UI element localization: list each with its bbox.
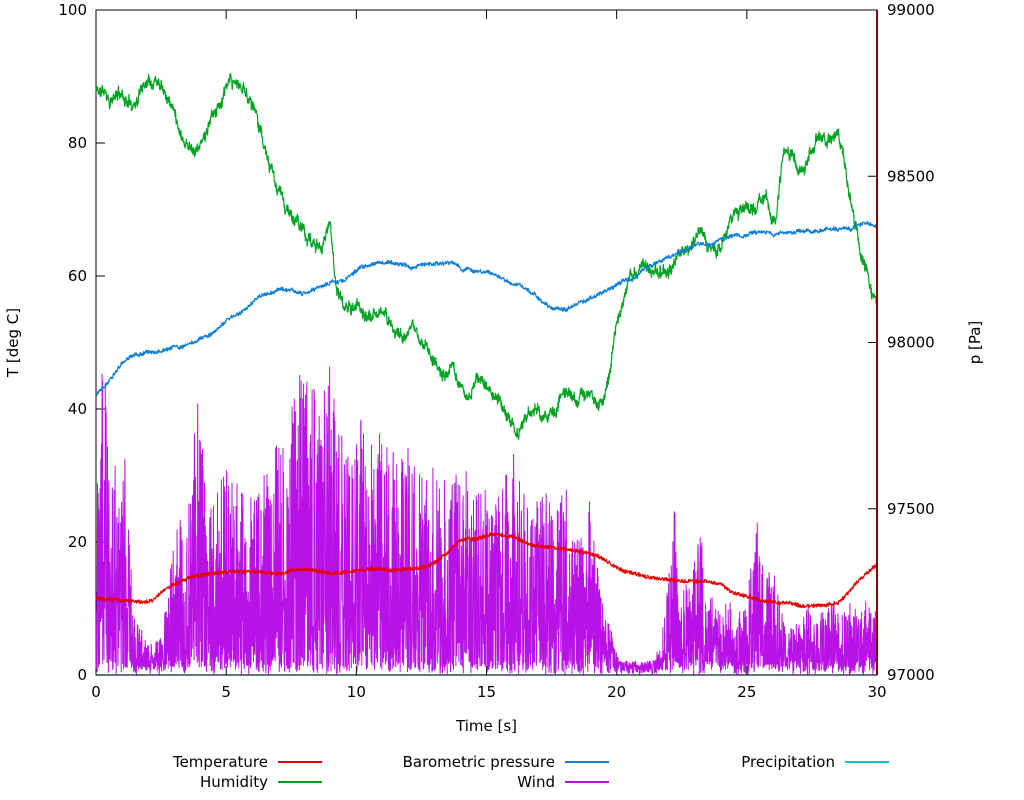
y2-axis-tick-label: 97500 <box>887 500 935 518</box>
x-axis-tick-label: 10 <box>347 683 366 701</box>
series-humidity-line <box>95 73 878 440</box>
y-axis-tick-label: 60 <box>68 267 87 285</box>
x-axis-tick-label: 15 <box>477 683 496 701</box>
x-axis-title: Time [s] <box>455 717 517 735</box>
legend-label-temperature: Temperature <box>172 753 268 771</box>
legend-label-precipitation: Precipitation <box>741 753 835 771</box>
y-axis-tick-label: 20 <box>68 533 87 551</box>
series-wind-line <box>95 366 878 676</box>
y-axis-tick-label: 40 <box>68 400 87 418</box>
right-axis-title: p [Pa] <box>966 321 984 365</box>
legend-label-barometric-pressure: Barometric pressure <box>403 753 555 771</box>
x-axis-tick-label: 30 <box>867 683 886 701</box>
legend-label-humidity: Humidity <box>200 773 268 791</box>
x-axis-tick-label: 20 <box>607 683 626 701</box>
x-axis-tick-label: 0 <box>91 683 101 701</box>
y2-axis-tick-label: 97000 <box>887 666 935 684</box>
left-axis-title: T [deg C] <box>4 308 22 378</box>
series-barometric-pressure-line <box>95 221 878 397</box>
y-axis-tick-label: 100 <box>58 1 87 19</box>
x-axis-tick-label: 25 <box>737 683 756 701</box>
y-axis-tick-label: 0 <box>77 666 87 684</box>
x-axis-tick-label: 5 <box>221 683 231 701</box>
y2-axis-tick-label: 98000 <box>887 334 935 352</box>
series-temperature-line <box>95 532 878 609</box>
y2-axis-tick-label: 99000 <box>887 1 935 19</box>
legend-label-wind: Wind <box>517 773 555 791</box>
y-axis-tick-label: 80 <box>68 134 87 152</box>
y2-axis-tick-label: 98500 <box>887 167 935 185</box>
